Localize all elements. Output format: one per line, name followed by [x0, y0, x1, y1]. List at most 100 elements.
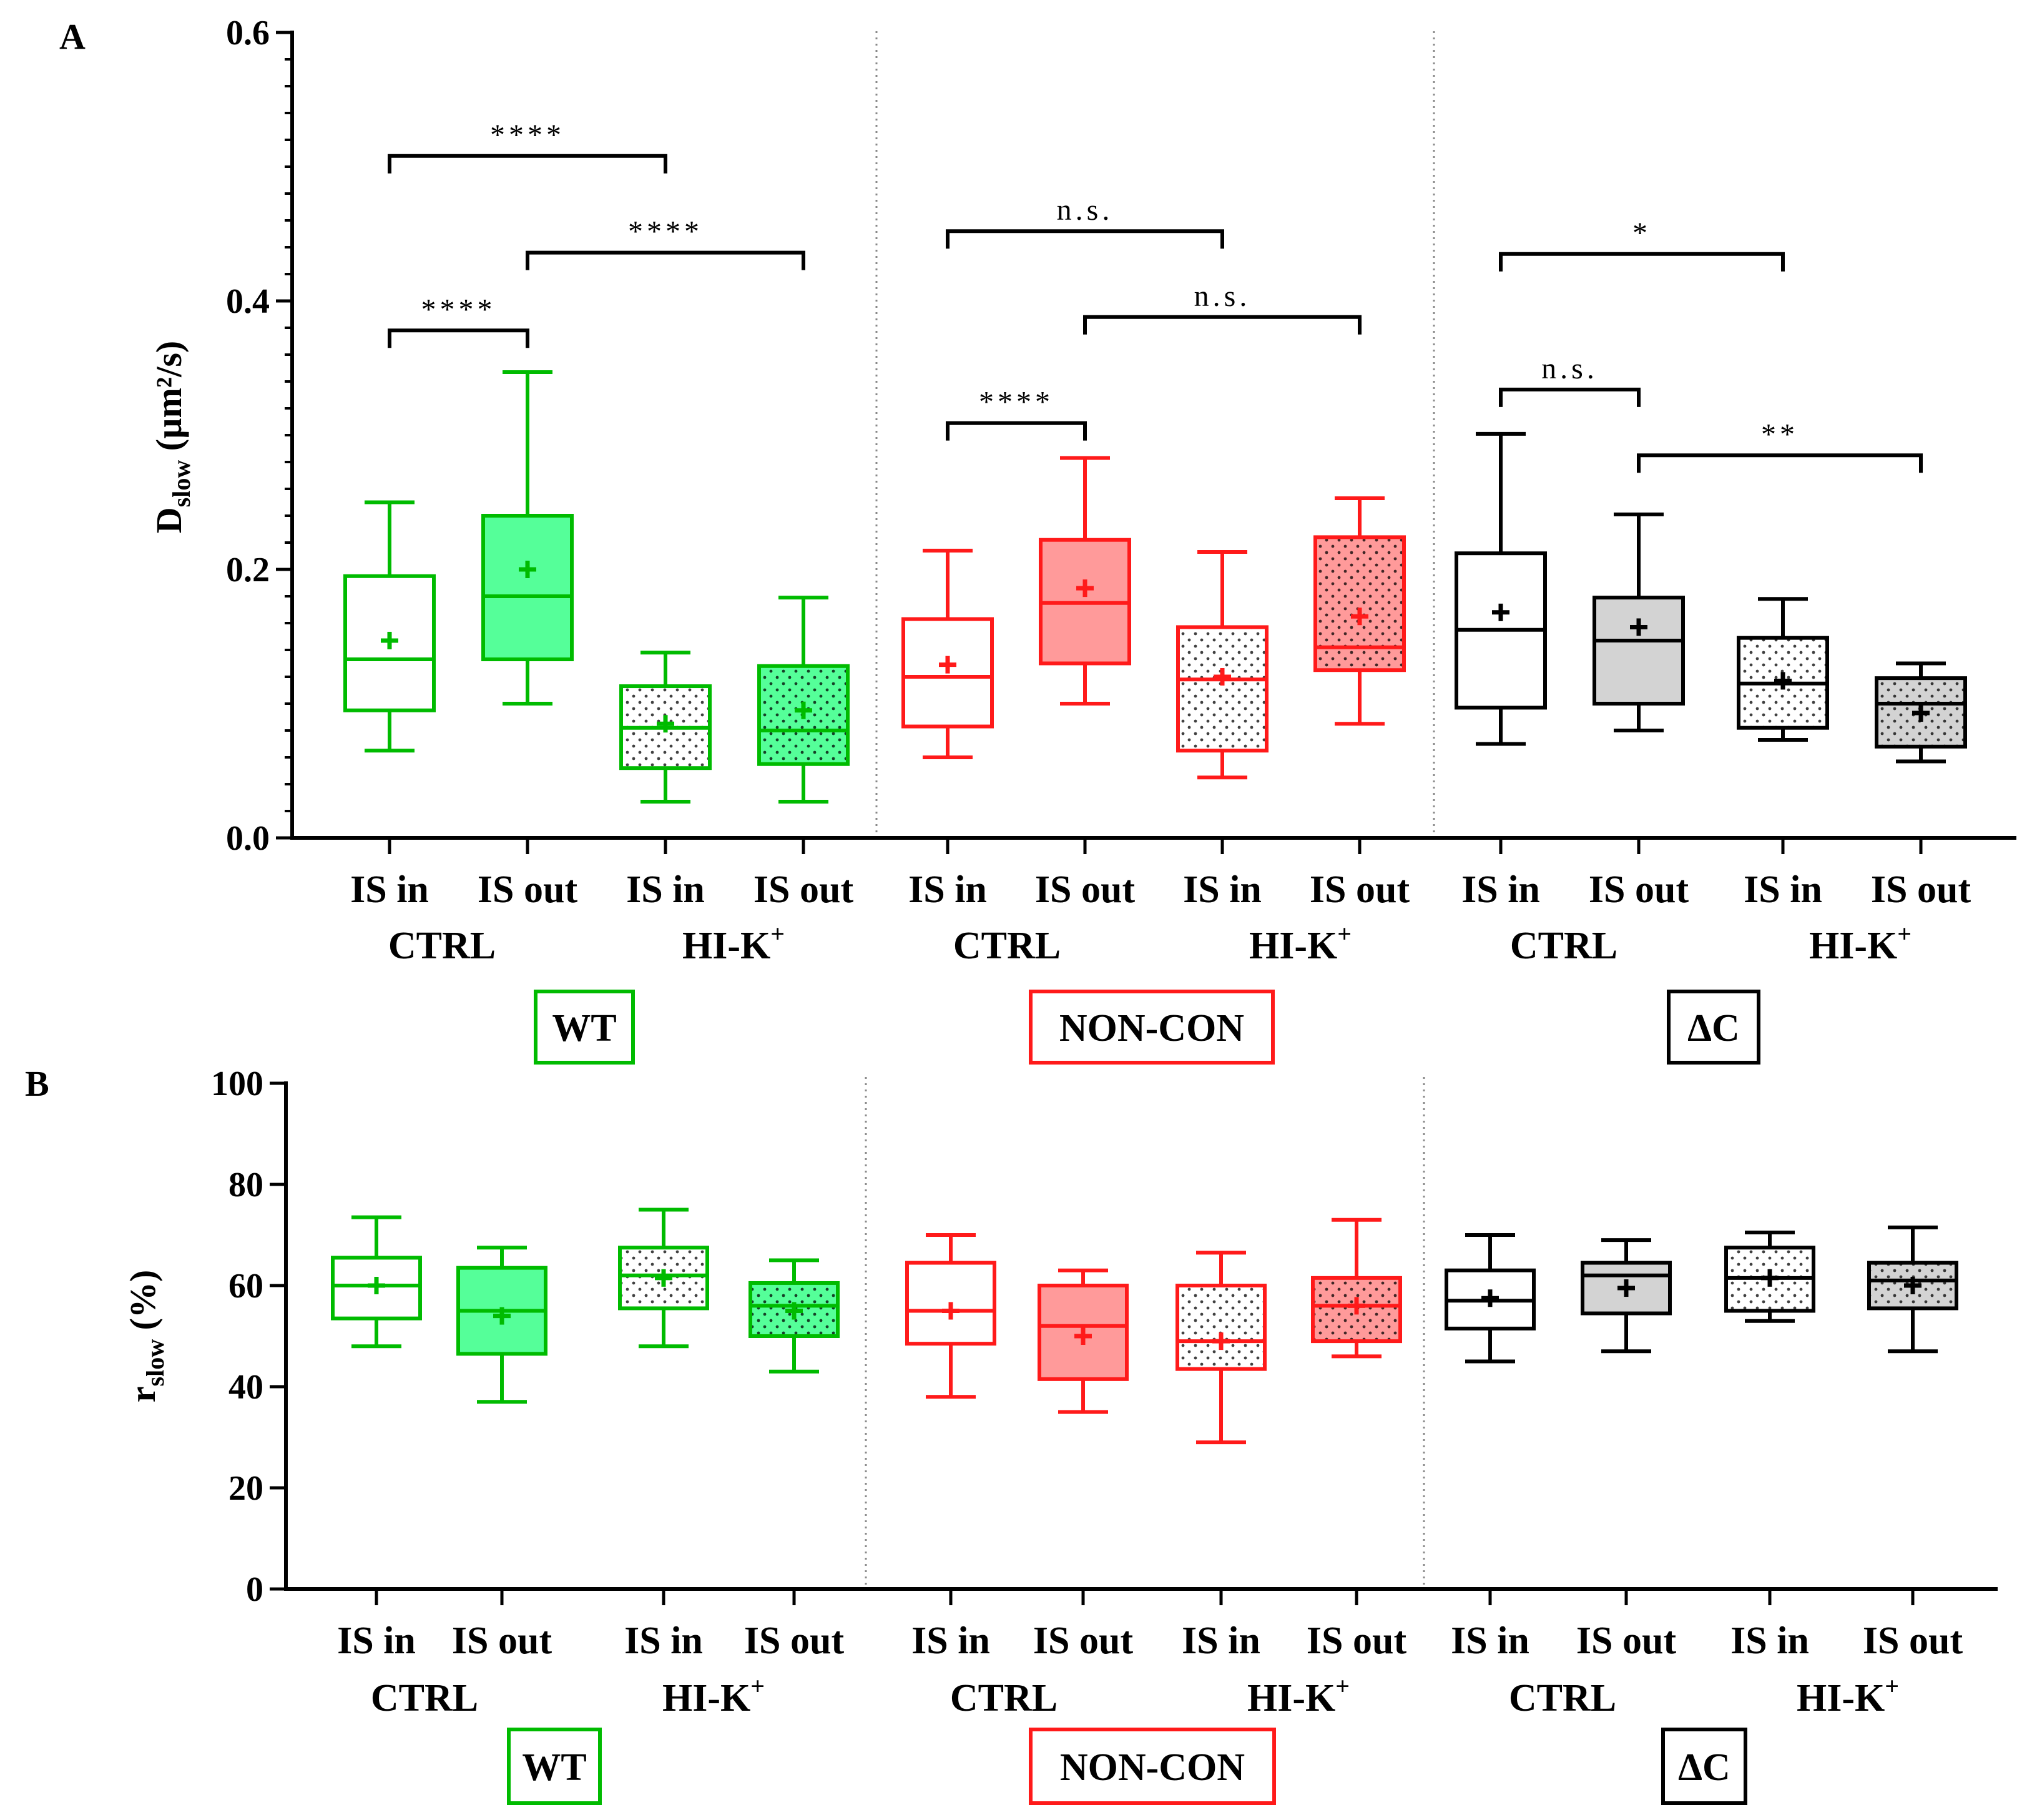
box-9 [1581, 1238, 1672, 1354]
x-condition-label: HI-K+ [1797, 1672, 1899, 1719]
y-tick-label: 20 [228, 1469, 263, 1508]
x-category-label: IS in [626, 868, 705, 911]
group-label-box [1029, 1728, 1276, 1805]
significance-label: **** [628, 215, 703, 248]
y-tick-label: 80 [228, 1166, 263, 1204]
significance-label: ** [1761, 418, 1799, 451]
significance-bracket: n.s. [1083, 280, 1362, 335]
x-category-label: IS out [1033, 1620, 1134, 1662]
box-outline [1176, 625, 1269, 753]
box-pattern [1177, 1286, 1265, 1369]
box-outline [1581, 1261, 1672, 1316]
box-outline [905, 1261, 996, 1346]
box-outline [1175, 1284, 1267, 1371]
group-label: WT [552, 1007, 616, 1050]
x-category-label: IS in [1730, 1620, 1809, 1662]
x-category-label: IS in [1183, 868, 1262, 911]
x-category-label: IS in [337, 1620, 416, 1662]
significance-label: n.s. [1057, 194, 1114, 227]
box-6 [1175, 1251, 1267, 1445]
box-outline [1311, 1276, 1402, 1344]
y-tick-label: 0.4 [226, 282, 270, 321]
x-condition-label: HI-K+ [1809, 920, 1912, 967]
bracket-line [1499, 387, 1641, 407]
box-outline [1875, 676, 1967, 749]
box-1 [456, 1246, 547, 1404]
box-5 [1039, 456, 1131, 706]
significance-bracket: ** [1637, 418, 1923, 473]
significance-bracket: n.s. [1499, 352, 1641, 407]
group-label-box [1661, 1728, 1747, 1805]
y-axis-label: Dslow (µm²/s) [149, 341, 195, 533]
y-tick-label: 100 [211, 1065, 263, 1103]
box-outline [1867, 1261, 1958, 1311]
bracket-line [946, 229, 1224, 249]
box-outline [748, 1281, 840, 1338]
x-condition-label: CTRL [1510, 925, 1617, 967]
box-4 [905, 1233, 996, 1399]
x-category-label: IS in [1451, 1620, 1529, 1662]
box-2 [618, 1208, 709, 1349]
group-label-box [507, 1728, 602, 1805]
box-9 [1593, 512, 1685, 732]
x-category-label: IS out [1576, 1620, 1677, 1662]
x-category-label: IS out [753, 868, 854, 911]
x-category-label: IS out [744, 1620, 845, 1662]
significance-bracket: **** [388, 293, 529, 348]
box-outline [481, 514, 574, 662]
box-6 [1176, 550, 1269, 780]
significance-bracket: n.s. [946, 194, 1224, 249]
group-label: NON-CON [1059, 1007, 1244, 1050]
box-outline [331, 1256, 422, 1321]
y-tick-label: 0.2 [226, 551, 270, 589]
x-category-label: IS out [1589, 868, 1689, 911]
bracket-line [1637, 453, 1923, 473]
box-outline [901, 617, 994, 729]
box-outline [618, 1246, 709, 1311]
box-8 [1455, 431, 1547, 746]
box-3 [757, 596, 850, 804]
x-condition-label: CTRL [388, 925, 496, 967]
y-tick-label: 0.0 [226, 819, 270, 858]
box-8 [1445, 1233, 1536, 1364]
y-tick-label: 60 [228, 1267, 263, 1306]
box-1 [481, 370, 574, 706]
x-category-label: IS out [1871, 868, 1971, 911]
group-label: ΔC [1687, 1007, 1740, 1050]
x-category-label: IS out [1310, 868, 1410, 911]
x-category-label: IS in [1461, 868, 1540, 911]
significance-bracket: **** [526, 215, 805, 270]
group-label-box [1029, 990, 1275, 1065]
bracket-line [946, 421, 1087, 441]
box-pattern [1178, 627, 1267, 751]
x-category-label: IS in [624, 1620, 703, 1662]
significance-label: n.s. [1194, 280, 1251, 313]
group-label: ΔC [1678, 1746, 1730, 1789]
x-category-label: IS out [1307, 1620, 1407, 1662]
box-11 [1867, 1225, 1958, 1354]
box-7 [1313, 496, 1406, 726]
box-11 [1875, 661, 1967, 764]
box-outline [1313, 535, 1406, 672]
bracket-line [388, 154, 667, 174]
x-condition-label: HI-K+ [1249, 920, 1352, 967]
panel-label: A [59, 16, 86, 57]
group-label: WT [522, 1746, 586, 1789]
panel-label: B [25, 1063, 49, 1104]
x-category-label: IS in [911, 1620, 990, 1662]
x-category-label: IS in [1182, 1620, 1260, 1662]
box-7 [1311, 1217, 1402, 1359]
bracket-line [1083, 315, 1362, 335]
x-condition-label: CTRL [1509, 1677, 1616, 1719]
y-tick-label: 40 [228, 1368, 263, 1407]
box-0 [331, 1215, 422, 1349]
y-tick-label: 0 [246, 1570, 263, 1609]
significance-bracket: * [1499, 217, 1785, 272]
y-tick-label: 0.6 [226, 14, 270, 52]
x-category-label: IS in [350, 868, 429, 911]
box-10 [1737, 597, 1829, 742]
box-10 [1724, 1230, 1815, 1323]
x-condition-label: HI-K+ [662, 1672, 765, 1719]
box-5 [1038, 1268, 1129, 1414]
